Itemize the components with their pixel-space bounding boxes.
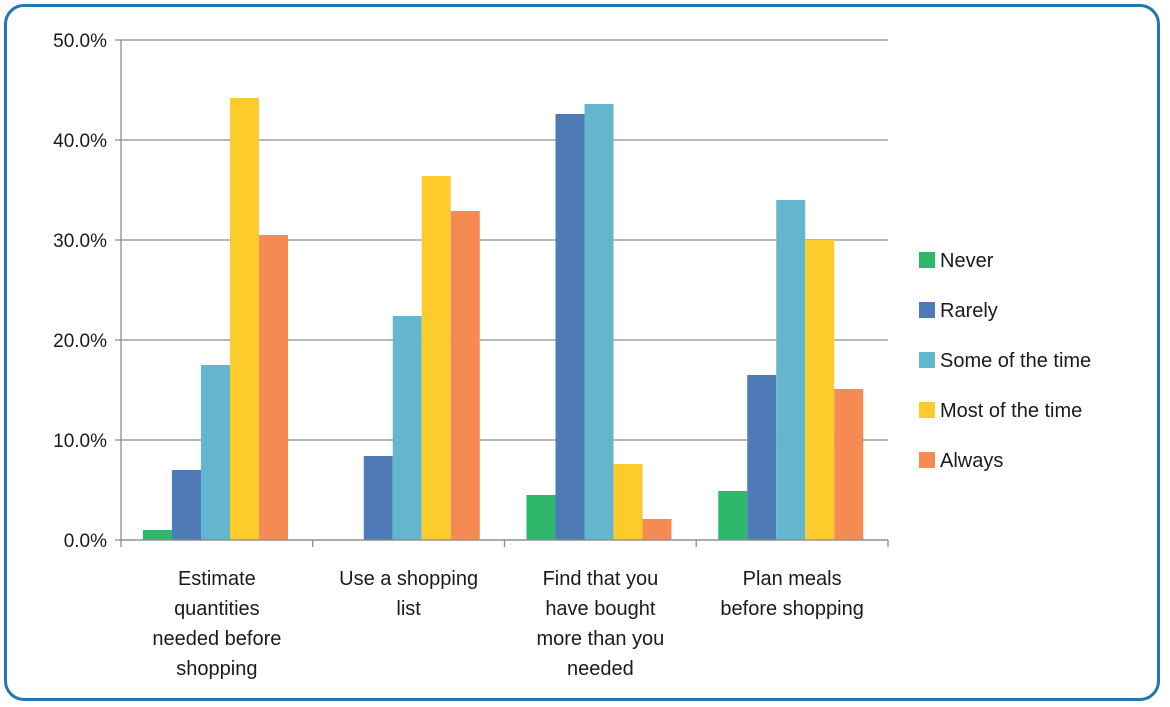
legend-swatch — [919, 352, 935, 368]
bar-always — [259, 235, 288, 540]
bar-never — [526, 495, 556, 540]
x-category-label: have bought — [545, 598, 656, 620]
bar-never — [143, 530, 172, 540]
bar-most-of-the-time — [421, 176, 451, 540]
bar-rarely — [747, 375, 777, 540]
x-category-label: shopping — [176, 658, 257, 680]
legend-label: Never — [940, 250, 994, 272]
bar-rarely — [172, 470, 201, 540]
legend-label: Some of the time — [940, 350, 1091, 372]
legend-swatch — [919, 402, 935, 418]
bar-rarely — [555, 114, 585, 540]
y-tick-label: 0.0% — [64, 531, 107, 552]
legend-label: Rarely — [940, 300, 998, 322]
x-category-label: quantities — [174, 598, 260, 620]
bar-always — [450, 211, 480, 540]
bar-always — [834, 389, 864, 540]
x-category-label: needed before — [152, 628, 281, 650]
bar-most-of-the-time — [613, 464, 643, 540]
legend-label: Always — [940, 450, 1003, 472]
legend-swatch — [919, 302, 935, 318]
y-tick-label: 50.0% — [53, 31, 107, 52]
legend: Never Rarely Some of the time Most of the t… — [919, 250, 1091, 472]
bar-most-of-the-time — [230, 98, 259, 540]
x-category-label: Use a shopping — [339, 568, 478, 590]
legend-swatch — [919, 252, 935, 268]
y-tick-label: 10.0% — [53, 431, 107, 452]
x-axis: Estimate quantities needed before shopping U… — [120, 539, 889, 680]
y-tick-label: 20.0% — [53, 331, 107, 352]
bar-rarely — [363, 456, 393, 540]
bar-some-of-the-time — [201, 365, 230, 540]
y-axis: 0.0% 10.0% 20.0% 30.0% 40.0% 50.0% — [53, 31, 122, 552]
x-category-label: Plan meals — [743, 568, 842, 590]
bars — [143, 98, 864, 540]
x-category-label: before shopping — [720, 598, 863, 620]
legend-label: Most of the time — [940, 400, 1082, 422]
bar-some-of-the-time — [584, 104, 614, 540]
bar-never — [718, 491, 748, 540]
x-category-label: more than you — [536, 628, 664, 650]
x-category-label: Estimate — [178, 568, 256, 590]
y-tick-label: 40.0% — [53, 131, 107, 152]
bar-most-of-the-time — [805, 240, 835, 540]
bar-always — [642, 519, 672, 540]
x-category-label: needed — [567, 658, 634, 680]
bar-some-of-the-time — [776, 200, 806, 540]
legend-swatch — [919, 452, 935, 468]
y-tick-label: 30.0% — [53, 231, 107, 252]
x-category-label: list — [396, 598, 421, 620]
bar-some-of-the-time — [392, 316, 422, 540]
x-category-label: Find that you — [543, 568, 659, 590]
